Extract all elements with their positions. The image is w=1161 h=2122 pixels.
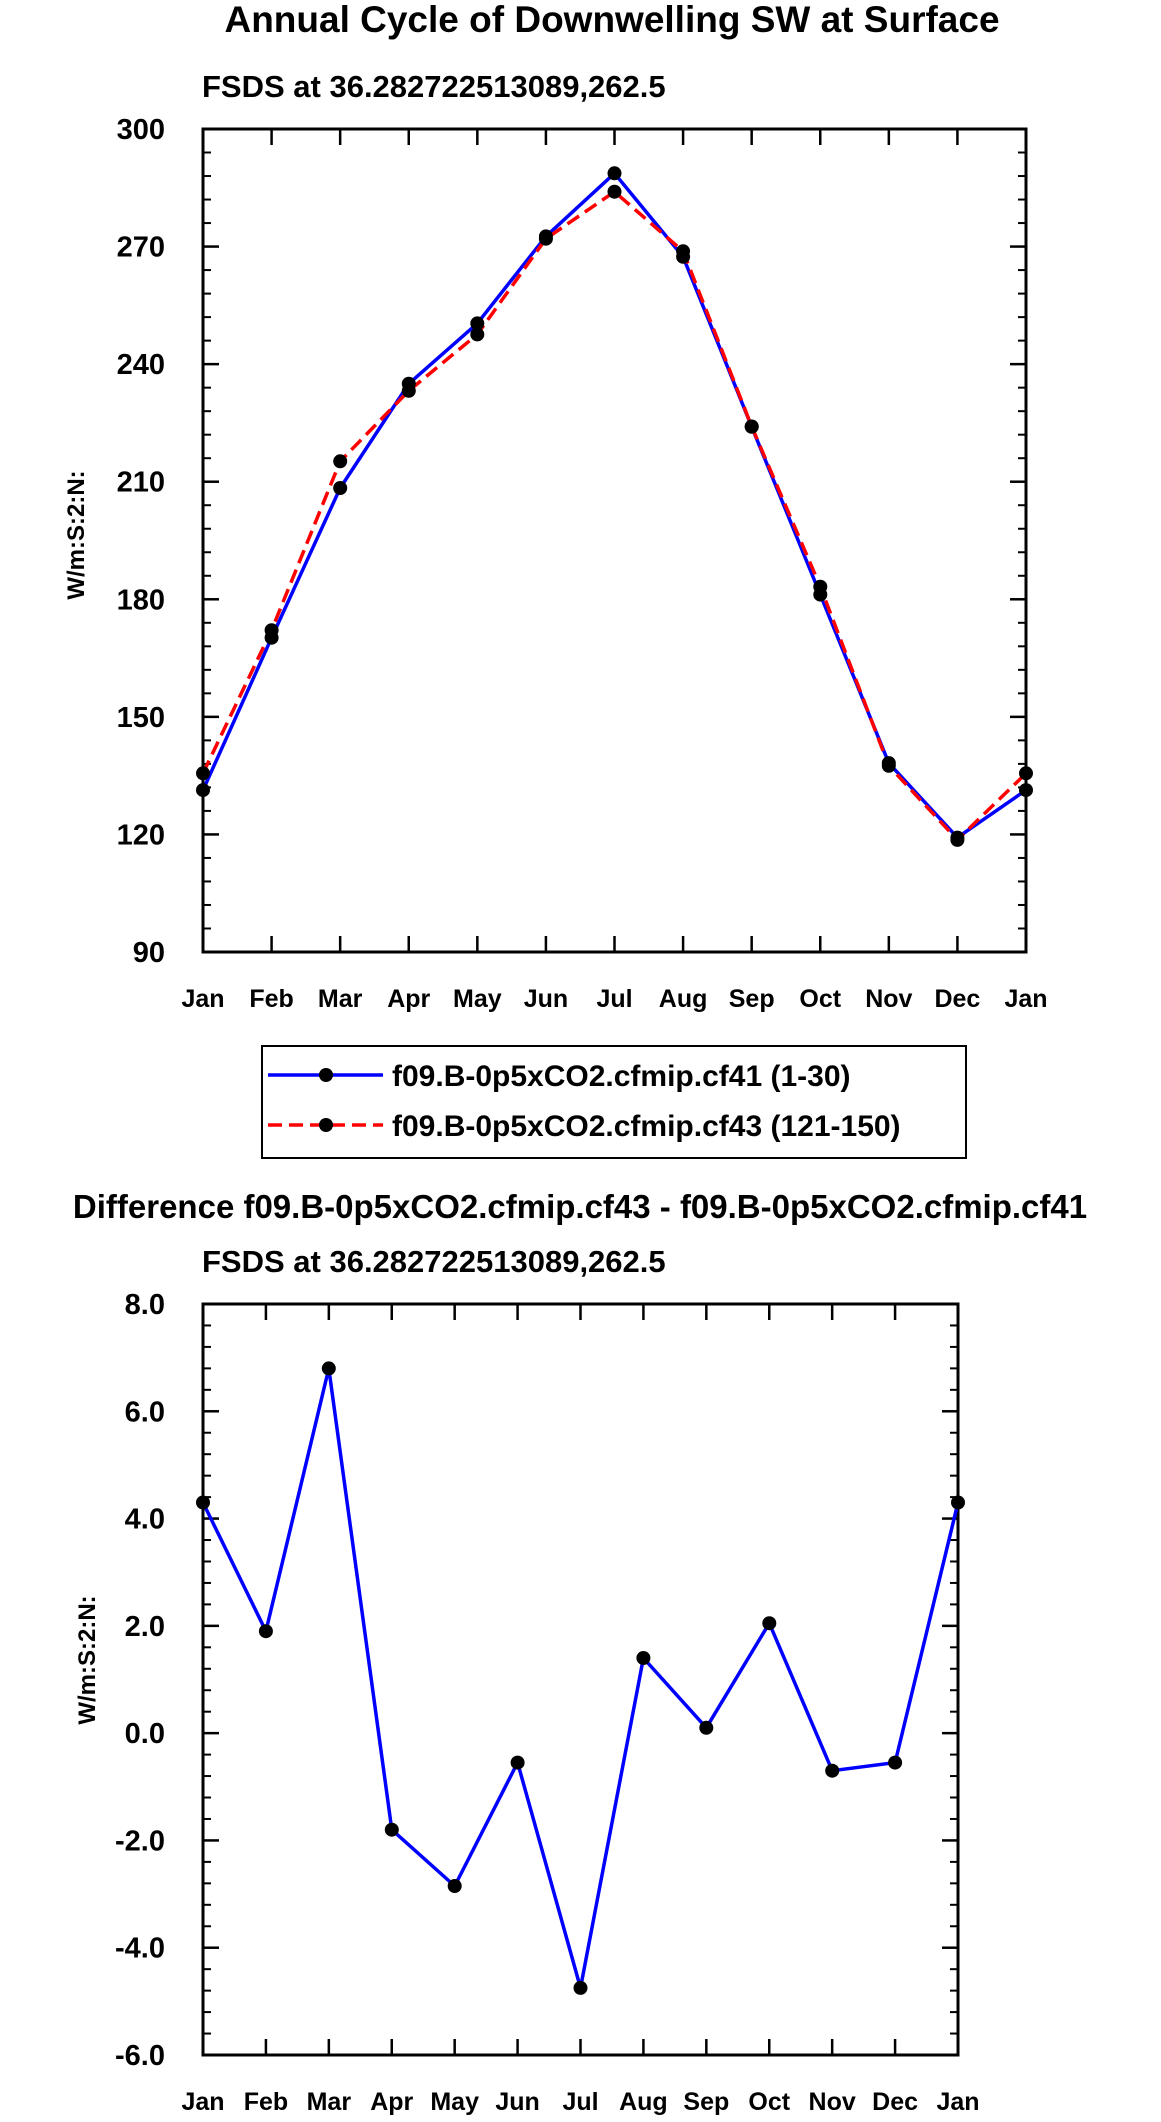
chart2-xtick-label: Sep bbox=[683, 2088, 729, 2116]
chart1-xtick-label: Jan bbox=[1004, 985, 1047, 1013]
chart2-xtick-label: Mar bbox=[307, 2088, 352, 2116]
chart1-series-1-point bbox=[813, 579, 828, 594]
chart2-ytick-label: 4.0 bbox=[125, 1504, 165, 1536]
chart2-xtick-label: Aug bbox=[619, 2088, 668, 2116]
chart1-series-1-point bbox=[881, 758, 896, 773]
chart1-series-0-point bbox=[470, 316, 485, 331]
chart1-series-0-point bbox=[333, 481, 348, 495]
chart1-ytick-label: 120 bbox=[117, 819, 165, 851]
chart1-xtick-label: Oct bbox=[799, 985, 841, 1013]
chart2-xtick-label: Feb bbox=[244, 2088, 288, 2116]
chart1-series-1-point bbox=[470, 327, 485, 342]
chart2-series-0-line bbox=[201, 1366, 960, 1990]
chart2-xtick-label: May bbox=[430, 2088, 479, 2116]
chart2-series-0-point bbox=[258, 1624, 273, 1639]
chart2-xtick-label: Oct bbox=[748, 2088, 790, 2116]
legend: f09.B-0p5xCO2.cfmip.cf41 (1-30) f09.B-0p… bbox=[261, 1045, 967, 1159]
chart1-xtick-label: Apr bbox=[387, 985, 430, 1013]
chart2-series-0-point bbox=[951, 1495, 965, 1510]
chart2-xtick-label: Jul bbox=[562, 2088, 598, 2116]
chart2-ytick-label: 0.0 bbox=[125, 1718, 165, 1750]
chart2-ytick-label: 2.0 bbox=[125, 1611, 165, 1643]
chart1-plot: Jan Feb Mar Apr May Jun Jul Aug Sep Oct Nov Dec Jan 9… bbox=[117, 114, 1048, 1013]
chart2-series-0-point bbox=[825, 1763, 840, 1778]
chart1-xtick-label: Jan bbox=[181, 985, 224, 1013]
legend-label-cf41: f09.B-0p5xCO2.cfmip.cf41 (1-30) bbox=[392, 1060, 851, 1093]
chart1-series-1-point bbox=[607, 184, 622, 199]
chart2-series-0-point bbox=[196, 1495, 210, 1510]
chart2-series-0-point bbox=[636, 1651, 651, 1665]
chart1-xtick-label: Dec bbox=[934, 985, 980, 1013]
legend-marker-cf41 bbox=[319, 1068, 333, 1082]
chart2-ytick-label: 6.0 bbox=[125, 1396, 165, 1428]
chart1-series-1-point bbox=[401, 383, 416, 398]
chart1-xtick-label: May bbox=[453, 985, 502, 1013]
chart2-series-0-point bbox=[447, 1879, 462, 1893]
chart1-xtick-label: Mar bbox=[318, 985, 363, 1013]
chart1-ytick-label: 90 bbox=[133, 937, 165, 969]
chart1-series-1-point bbox=[1019, 766, 1033, 781]
chart1-ytick-label: 270 bbox=[117, 232, 165, 264]
chart2-ytick-label: -6.0 bbox=[115, 2040, 165, 2072]
chart1-series-1-point bbox=[196, 766, 210, 781]
chart1-series-1-point bbox=[950, 832, 965, 847]
chart1-ylabel: W/m:S:2:N: bbox=[63, 470, 90, 599]
chart2-series-0-point bbox=[510, 1755, 525, 1770]
chart1-series-0-point bbox=[196, 783, 210, 798]
chart2-plot: Jan Feb Mar Apr May Jun Jul Aug Sep Oct Nov Dec Jan-… bbox=[115, 1289, 980, 2116]
chart1-xtick-label: Sep bbox=[729, 985, 775, 1013]
chart2-ytick-label: 8.0 bbox=[125, 1289, 165, 1321]
chart1-xtick-label: Jul bbox=[596, 985, 632, 1013]
chart1-ytick-label: 150 bbox=[117, 702, 165, 734]
legend-label-cf43: f09.B-0p5xCO2.cfmip.cf43 (121-150) bbox=[392, 1110, 901, 1143]
chart1-ytick-label: 210 bbox=[117, 467, 165, 499]
chart2-title: Difference f09.B-0p5xCO2.cfmip.cf43 - f0… bbox=[73, 1188, 1087, 1225]
chart1-ytick-label: 180 bbox=[117, 584, 165, 616]
chart1-xtick-label: Nov bbox=[865, 985, 912, 1013]
chart2-xtick-label: Dec bbox=[872, 2088, 918, 2116]
legend-box bbox=[261, 1045, 967, 1159]
chart2-series-0-point bbox=[384, 1822, 399, 1837]
chart2-ylabel: W/m:S:2:N: bbox=[74, 1595, 101, 1724]
chart2-ytick-label: -2.0 bbox=[115, 1825, 165, 1857]
chart1-xtick-label: Jun bbox=[524, 985, 568, 1013]
chart2-xtick-label: Nov bbox=[809, 2088, 856, 2116]
chart1-series-1-point bbox=[264, 623, 279, 638]
chart1-xtick-label: Aug bbox=[659, 985, 708, 1013]
chart2-xtick-label: Jun bbox=[495, 2088, 539, 2116]
chart1-series-0-point bbox=[1019, 783, 1033, 798]
chart2-series-0-point bbox=[573, 1980, 588, 1995]
chart1-ytick-label: 240 bbox=[117, 349, 165, 381]
chart1-series-1-point bbox=[333, 454, 348, 469]
chart1-title: Annual Cycle of Downwelling SW at Surfac… bbox=[224, 0, 999, 40]
chart1-series-0-point bbox=[607, 166, 622, 181]
chart1-series-1-point bbox=[744, 419, 759, 434]
chart1-series-1-point bbox=[538, 231, 553, 246]
chart1-ytick-label: 300 bbox=[117, 114, 165, 146]
chart1-xtick-label: Feb bbox=[249, 985, 293, 1013]
chart2-series-0-point bbox=[888, 1755, 903, 1770]
chart2-xtick-label: Apr bbox=[370, 2088, 413, 2116]
chart2-series-0-point bbox=[699, 1720, 714, 1735]
chart2-series-0-point bbox=[762, 1616, 777, 1631]
chart1-frame bbox=[201, 127, 1028, 954]
legend-marker-cf43 bbox=[319, 1118, 333, 1132]
chart2-ytick-label: -4.0 bbox=[115, 1933, 165, 1965]
chart1-series-1-point bbox=[676, 244, 691, 259]
chart2-xtick-label: Jan bbox=[936, 2088, 979, 2116]
chart2-xtick-label: Jan bbox=[181, 2088, 224, 2116]
chart2-subtitle: FSDS at 36.282722513089,262.5 bbox=[202, 1244, 666, 1279]
chart1-subtitle: FSDS at 36.282722513089,262.5 bbox=[202, 69, 666, 104]
chart1-series-0-line bbox=[201, 171, 1027, 840]
chart2-series-0-point bbox=[321, 1361, 336, 1376]
